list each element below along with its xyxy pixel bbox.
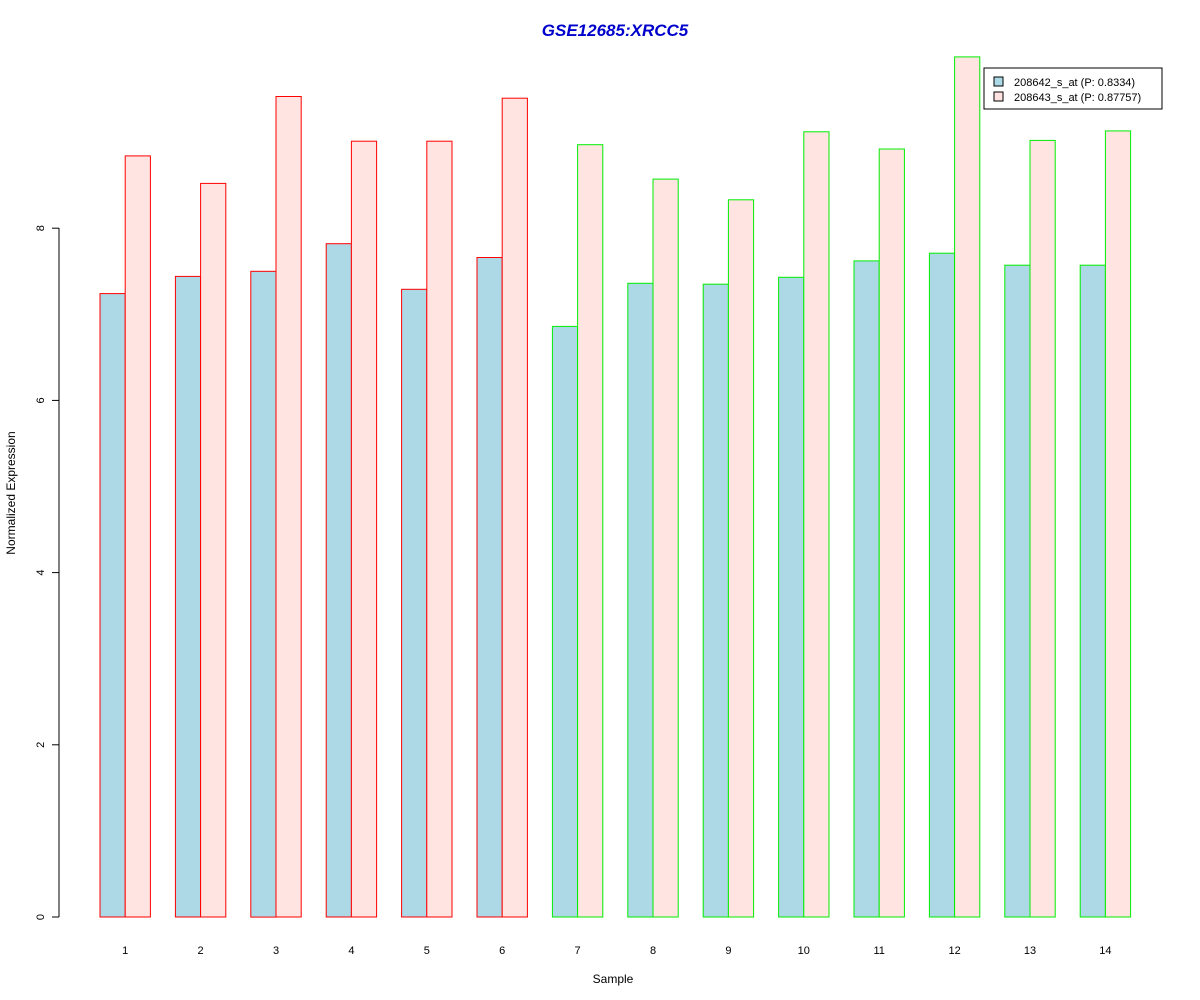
x-tick-label-3: 3 xyxy=(273,945,279,957)
bar-sample-13-series-1 xyxy=(1004,264,1031,918)
bars-group xyxy=(99,56,1132,918)
legend-label-208642: 208642_s_at (P: 0.8334) xyxy=(1014,77,1135,89)
x-tick-label-13: 13 xyxy=(1024,945,1036,957)
y-tick-label-0: 0 xyxy=(35,914,47,920)
bar-sample-2-series-2 xyxy=(200,182,227,918)
bar-sample-3-series-2 xyxy=(275,96,302,918)
bar-sample-1-series-1 xyxy=(99,293,126,918)
bar-sample-6-series-2 xyxy=(501,97,528,918)
x-tick-label-14: 14 xyxy=(1099,945,1111,957)
x-tick-label-2: 2 xyxy=(198,945,204,957)
x-tick-label-6: 6 xyxy=(499,945,505,957)
legend-label-208643: 208643_s_at (P: 0.87757) xyxy=(1014,92,1141,104)
x-tick-label-5: 5 xyxy=(424,945,430,957)
legend: 208642_s_at (P: 0.8334) 208643_s_at (P: … xyxy=(983,67,1163,110)
bar-sample-12-series-2 xyxy=(954,56,981,918)
y-tick-label-6: 6 xyxy=(35,397,47,403)
bar-sample-7-series-2 xyxy=(577,144,604,918)
bar-sample-6-series-1 xyxy=(476,257,503,918)
bar-sample-11-series-2 xyxy=(878,148,905,918)
bar-sample-12-series-1 xyxy=(928,252,956,918)
y-axis: 0 2 4 6 8 xyxy=(35,225,60,920)
legend-box xyxy=(983,67,1163,110)
x-tick-labels: 1 2 3 4 5 6 7 8 9 10 11 12 13 14 xyxy=(122,945,1111,957)
chart-title: GSE12685:XRCC5 xyxy=(542,21,689,40)
y-tick-label-8: 8 xyxy=(35,225,47,231)
bar-sample-10-series-2 xyxy=(803,131,830,918)
bar-sample-9-series-1 xyxy=(702,283,729,918)
legend-swatch-208642 xyxy=(993,76,1004,87)
bar-sample-9-series-2 xyxy=(727,199,755,918)
bar-sample-8-series-1 xyxy=(627,282,654,918)
x-tick-label-10: 10 xyxy=(798,945,810,957)
legend-swatch-208643 xyxy=(993,91,1004,102)
y-tick-label-4: 4 xyxy=(35,570,47,576)
bar-sample-13-series-2 xyxy=(1029,139,1056,918)
bar-sample-10-series-1 xyxy=(778,276,805,918)
x-tick-label-1: 1 xyxy=(122,945,128,957)
y-tick-label-2: 2 xyxy=(35,742,47,748)
bar-sample-4-series-2 xyxy=(350,140,378,918)
bar-sample-14-series-1 xyxy=(1079,264,1106,918)
bar-sample-4-series-1 xyxy=(325,243,352,918)
x-axis-label: Sample xyxy=(593,972,634,986)
bar-sample-14-series-2 xyxy=(1104,130,1132,918)
bar-sample-5-series-1 xyxy=(401,288,428,918)
y-axis-label: Normalized Expression xyxy=(4,431,18,554)
bar-sample-3-series-1 xyxy=(250,270,277,918)
bar-sample-7-series-1 xyxy=(551,325,579,918)
x-tick-label-4: 4 xyxy=(348,945,354,957)
x-tick-label-7: 7 xyxy=(575,945,581,957)
bar-sample-5-series-2 xyxy=(426,140,453,918)
bar-sample-11-series-1 xyxy=(853,260,880,918)
x-tick-label-12: 12 xyxy=(948,945,960,957)
x-tick-label-9: 9 xyxy=(725,945,731,957)
bar-sample-1-series-2 xyxy=(124,155,151,918)
x-tick-label-8: 8 xyxy=(650,945,656,957)
x-tick-label-11: 11 xyxy=(873,945,884,957)
bar-sample-8-series-2 xyxy=(652,178,679,918)
bar-sample-2-series-1 xyxy=(174,275,202,918)
